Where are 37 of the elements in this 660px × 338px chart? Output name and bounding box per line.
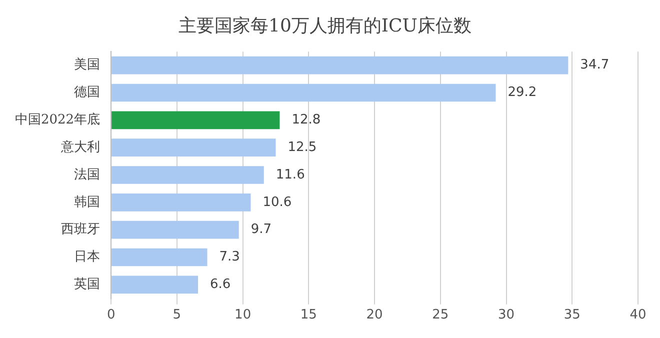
bar	[112, 56, 568, 74]
bar	[112, 138, 276, 156]
y-tick-label: 英国	[74, 277, 100, 292]
bar	[112, 84, 496, 102]
bar	[112, 111, 280, 130]
data-label: 34.7	[580, 58, 610, 73]
y-tick-label: 韩国	[74, 194, 100, 210]
x-tick-label: 35	[564, 308, 580, 323]
y-tick-label: 西班牙	[61, 222, 100, 238]
y-tick-label: 中国2022年底	[14, 112, 100, 128]
x-tick-label: 30	[498, 308, 515, 323]
x-tick-label: 10	[234, 308, 252, 323]
x-tick-label: 25	[432, 308, 449, 323]
bar	[112, 220, 239, 239]
chart-title: 主要国家每10万人拥有的ICU床位数	[178, 15, 472, 36]
y-tick-label: 德国	[74, 85, 100, 100]
x-tick-label: 5	[172, 308, 182, 323]
y-tick-label: 美国	[74, 56, 100, 73]
data-label: 29.2	[508, 85, 537, 100]
bar	[112, 248, 208, 266]
data-label: 10.6	[262, 194, 292, 210]
bar	[112, 276, 198, 294]
y-tick-label: 法国	[74, 167, 100, 182]
bar	[112, 194, 251, 212]
bar	[112, 166, 264, 184]
x-tick-label: 20	[366, 308, 383, 323]
data-label: 6.6	[210, 277, 231, 292]
data-label: 9.7	[250, 222, 272, 238]
y-tick-label: 意大利	[60, 140, 100, 155]
y-tick-label: 日本	[74, 250, 100, 265]
x-tick-label: 15	[300, 308, 317, 323]
data-label: 11.6	[276, 167, 305, 182]
data-label: 12.8	[292, 112, 321, 128]
x-tick-label: 0	[106, 308, 116, 323]
data-label: 12.5	[288, 140, 317, 155]
data-label: 7.3	[219, 250, 240, 265]
x-tick-label: 40	[630, 308, 646, 323]
